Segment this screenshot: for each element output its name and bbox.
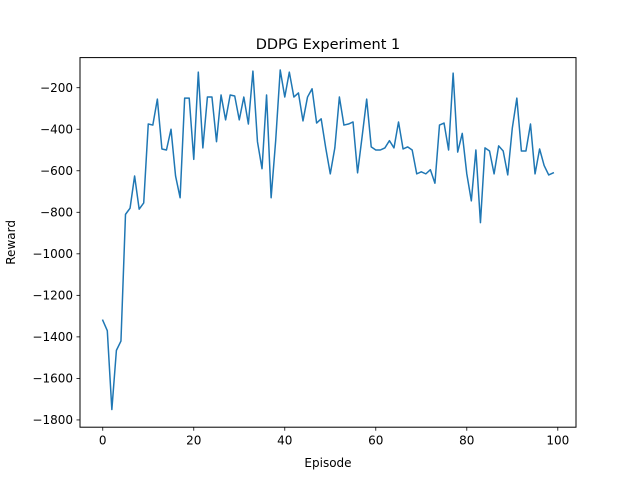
y-tick-label: −200 bbox=[40, 81, 73, 95]
series-line-0 bbox=[101, 69, 555, 411]
x-tick-label: 100 bbox=[546, 434, 569, 448]
y-tick-label: −400 bbox=[40, 123, 73, 137]
plot-area bbox=[101, 69, 555, 411]
y-tick-label: −1200 bbox=[32, 289, 73, 303]
y-axis-label: Reward bbox=[4, 220, 18, 265]
y-tick-label: −1400 bbox=[32, 330, 73, 344]
y-tick-label: −1600 bbox=[32, 372, 73, 386]
y-tick-label: −600 bbox=[40, 164, 73, 178]
y-tick-label: −1800 bbox=[32, 413, 73, 427]
x-axis-label: Episode bbox=[304, 456, 351, 470]
y-axis-ticks: −1800 −1600 −1400 −1200 −1000 −800 −600 −400 −20… bbox=[32, 81, 80, 427]
chart-title: DDPG Experiment 1 bbox=[256, 37, 401, 53]
y-tick-label: −800 bbox=[40, 206, 73, 220]
x-tick-label: 40 bbox=[277, 434, 292, 448]
x-tick-label: 60 bbox=[368, 434, 383, 448]
y-tick-label: −1000 bbox=[32, 247, 73, 261]
x-axis-ticks: 0 20 40 60 80 100 bbox=[99, 427, 569, 448]
x-tick-label: 20 bbox=[186, 434, 201, 448]
axes-frame bbox=[79, 57, 577, 428]
x-tick-label: 0 bbox=[99, 434, 107, 448]
x-tick-label: 80 bbox=[459, 434, 474, 448]
